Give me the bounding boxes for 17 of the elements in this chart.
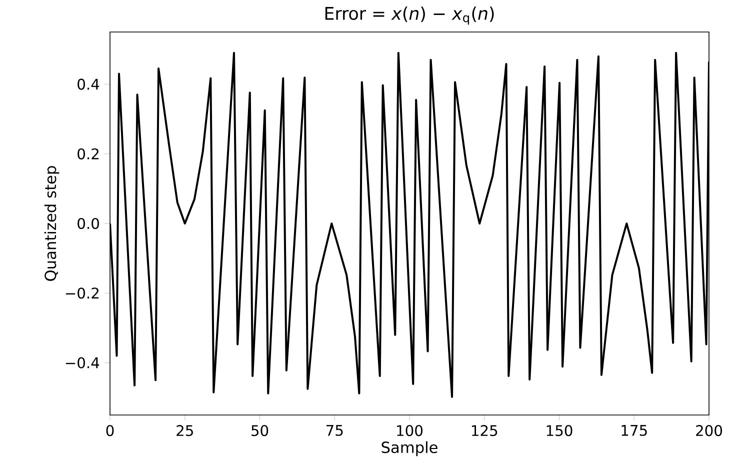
x-tick-label: 50 <box>252 425 268 436</box>
x-tick-label: 175 <box>622 425 647 436</box>
x-tick-label: 100 <box>397 425 423 436</box>
y-tick-label: −0.4 <box>66 357 100 368</box>
x-tick-label: 75 <box>326 425 343 436</box>
x-tick-label: 25 <box>176 425 193 436</box>
y-tick-label: −0.2 <box>66 288 98 299</box>
y-axis-title: Quantized step <box>44 166 60 281</box>
x-tick-label: 200 <box>696 425 722 436</box>
x-axis-title: Sample <box>382 441 438 456</box>
y-tick-label: 0.0 <box>78 218 99 230</box>
y-tick-label: 0.2 <box>78 148 98 160</box>
x-tick-label: 125 <box>472 425 498 436</box>
x-tick-label: 0 <box>106 425 114 436</box>
chart-title: Error = x(n) − x$_{q}$(n) <box>325 6 494 25</box>
x-tick-label: 150 <box>546 425 572 436</box>
y-tick-label: 0.4 <box>78 78 100 90</box>
